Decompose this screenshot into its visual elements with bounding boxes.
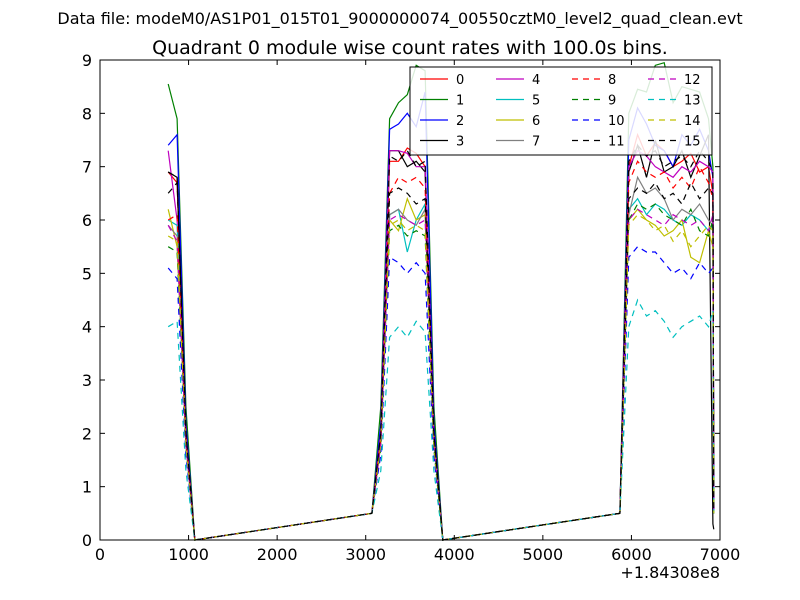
x-tick-label: 3000 bbox=[345, 545, 386, 564]
legend-label-3: 3 bbox=[456, 135, 464, 150]
chart-title: Quadrant 0 module wise count rates with … bbox=[152, 37, 668, 59]
data-file-label: Data file: modeM0/AS1P01_015T01_90000000… bbox=[57, 9, 742, 29]
legend-label-8: 8 bbox=[608, 73, 616, 88]
series-line-15 bbox=[167, 144, 715, 541]
x-tick-label: 7000 bbox=[700, 545, 741, 564]
plot-frame bbox=[99, 59, 721, 541]
y-tick-label: 5 bbox=[82, 264, 92, 283]
y-tick-label: 3 bbox=[82, 371, 92, 390]
y-tick-label: 2 bbox=[82, 424, 92, 443]
series-line-13 bbox=[167, 298, 715, 541]
y-tick-label: 1 bbox=[82, 478, 92, 497]
x-tick-label: 5000 bbox=[522, 545, 563, 564]
legend-label-15: 15 bbox=[684, 135, 701, 150]
x-tick-label: 2000 bbox=[257, 545, 298, 564]
x-tick-label: 1000 bbox=[168, 545, 209, 564]
legend-label-14: 14 bbox=[684, 114, 701, 129]
x-offset-label: +1.84308e8 bbox=[620, 563, 720, 582]
x-tick-label: 6000 bbox=[611, 545, 652, 564]
legend-label-7: 7 bbox=[532, 135, 540, 150]
legend-label-2: 2 bbox=[456, 114, 464, 129]
x-tick-label: 4000 bbox=[434, 545, 475, 564]
legend-label-9: 9 bbox=[608, 94, 616, 109]
y-tick-label: 9 bbox=[82, 51, 92, 70]
y-tick-label: 7 bbox=[82, 158, 92, 177]
legend-label-13: 13 bbox=[684, 94, 701, 109]
y-tick-label: 4 bbox=[82, 318, 92, 337]
y-tick-label: 0 bbox=[82, 531, 92, 550]
legend-label-10: 10 bbox=[608, 114, 625, 129]
legend-label-6: 6 bbox=[532, 114, 540, 129]
legend-label-1: 1 bbox=[456, 94, 464, 109]
y-tick-label: 8 bbox=[82, 104, 92, 123]
y-tick-label: 6 bbox=[82, 211, 92, 230]
legend-label-11: 11 bbox=[608, 135, 625, 150]
legend-label-0: 0 bbox=[456, 73, 464, 88]
legend-label-12: 12 bbox=[684, 73, 701, 88]
legend-label-5: 5 bbox=[532, 94, 540, 109]
legend-label-4: 4 bbox=[532, 73, 540, 88]
series-layer bbox=[167, 61, 715, 541]
x-tick-label: 0 bbox=[95, 545, 105, 564]
